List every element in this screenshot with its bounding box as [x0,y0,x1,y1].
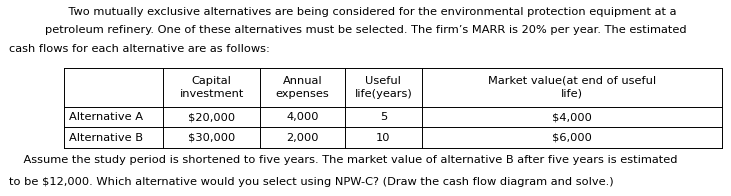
Text: petroleum refinery. One of these alternatives must be selected. The firm’s MARR : petroleum refinery. One of these alterna… [45,25,686,35]
Text: Capital
investment: Capital investment [180,76,244,99]
Text: 2,000: 2,000 [287,133,319,143]
Text: Market value(at end of useful
life): Market value(at end of useful life) [488,76,656,99]
Text: Useful
life(years): Useful life(years) [355,76,412,99]
Text: 10: 10 [376,133,390,143]
Text: cash flows for each alternative are as follows:: cash flows for each alternative are as f… [9,44,270,54]
Text: Alternative A: Alternative A [69,112,143,122]
Text: Annual
expenses: Annual expenses [276,76,330,99]
Text: 4,000: 4,000 [287,112,319,122]
Text: $30,000: $30,000 [188,133,235,143]
Text: $20,000: $20,000 [188,112,235,122]
Text: $6,000: $6,000 [553,133,592,143]
Text: to be $12,000. Which alternative would you select using NPW-C? (Draw the cash fl: to be $12,000. Which alternative would y… [9,177,613,187]
Text: $4,000: $4,000 [553,112,592,122]
Text: Two mutually exclusive alternatives are being considered for the environmental p: Two mutually exclusive alternatives are … [54,7,677,17]
Text: 5: 5 [380,112,387,122]
Text: Assume the study period is shortened to five years. The market value of alternat: Assume the study period is shortened to … [9,155,678,165]
Text: Alternative B: Alternative B [69,133,143,143]
